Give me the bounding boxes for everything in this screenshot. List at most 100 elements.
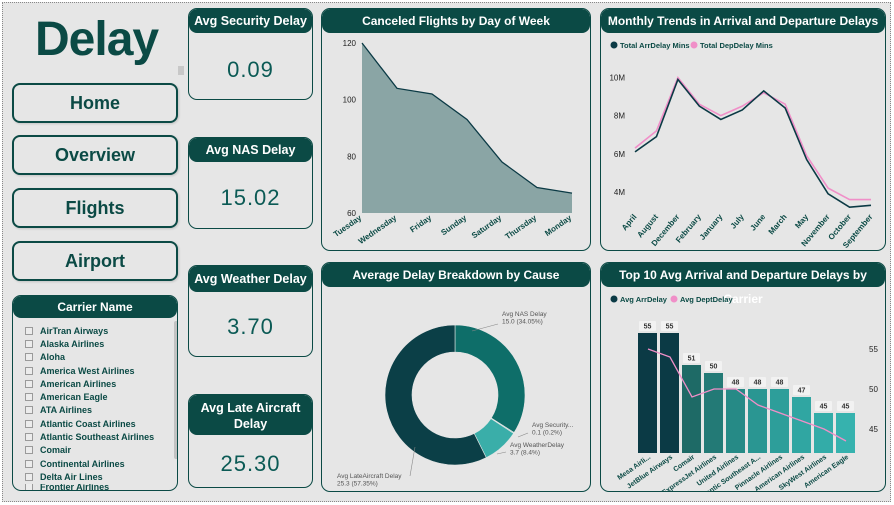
- checkbox[interactable]: [25, 433, 33, 442]
- slicer-item[interactable]: Aloha: [25, 351, 175, 364]
- kpi-late-aircraft-label: Avg Late Aircraft Delay: [189, 395, 312, 435]
- y-tick-label: 120: [343, 39, 357, 48]
- checkbox[interactable]: [25, 472, 33, 481]
- bar: [682, 365, 701, 453]
- checkbox[interactable]: [25, 379, 33, 388]
- legend-label: Total ArrDelay Mins: [620, 41, 690, 50]
- dep-delay-line: [634, 75, 871, 201]
- data-label-bg: [815, 401, 832, 411]
- slicer-item[interactable]: Delta Air Lines: [25, 470, 175, 483]
- y2-tick-label: 50: [869, 385, 878, 394]
- kpi-late-aircraft-value: 25.30: [220, 451, 281, 476]
- bar: [638, 333, 657, 453]
- legend-marker: [610, 295, 618, 303]
- checkbox[interactable]: [25, 419, 33, 428]
- slice-value: 15.0 (34.05%): [502, 319, 543, 326]
- top10-carriers-card: Top 10 Avg Arrival and Departure Delays …: [600, 262, 886, 492]
- slicer-item-label: Comair: [40, 445, 72, 456]
- slice-value: 25.3 (57.35%): [337, 481, 378, 488]
- slicer-item-label: Alaska Airlines: [40, 338, 105, 349]
- nav-airport-button[interactable]: Airport: [12, 241, 178, 281]
- y-tick-label: 80: [347, 152, 356, 161]
- y2-tick-label: 55: [869, 345, 878, 354]
- data-label: 45: [820, 404, 828, 411]
- checkbox[interactable]: [25, 483, 33, 490]
- legend-marker: [690, 41, 698, 49]
- data-label: 48: [754, 380, 762, 387]
- x-tick-label: Thursday: [503, 213, 538, 241]
- kpi-security-card: Avg Security Delay 0.09: [188, 8, 313, 100]
- breakdown-title: Average Delay Breakdown by Cause: [322, 263, 590, 287]
- arr-delay-line: [634, 77, 872, 209]
- slicer-scrollbar[interactable]: [174, 321, 177, 459]
- slicer-item[interactable]: ATA Airlines: [25, 404, 175, 417]
- x-tick-label: Monday: [543, 213, 573, 238]
- legend-label: Total DepDelay Mins: [700, 41, 773, 50]
- checkbox[interactable]: [25, 459, 33, 468]
- data-label: 48: [776, 380, 784, 387]
- checkbox[interactable]: [25, 339, 33, 348]
- x-tick-label: Wednesday: [357, 213, 399, 246]
- bar: [748, 389, 767, 453]
- data-label: 55: [666, 324, 674, 331]
- slicer-item-label: ATA Airlines: [40, 405, 93, 416]
- x-tick-label: Saturday: [470, 213, 504, 240]
- slicer-item[interactable]: AirTran Airways: [25, 324, 175, 337]
- data-label-bg: [837, 401, 854, 411]
- slicer-item[interactable]: American Airlines: [25, 377, 175, 390]
- checkbox[interactable]: [25, 393, 33, 402]
- slicer-item[interactable]: Comair: [25, 444, 175, 457]
- data-label-bg: [661, 321, 678, 331]
- donut-slice: [384, 324, 487, 466]
- slicer-item-label: Continental Airlines: [40, 458, 125, 469]
- checkbox[interactable]: [25, 406, 33, 415]
- slicer-item[interactable]: Continental Airlines: [25, 457, 175, 470]
- bar: [660, 333, 679, 453]
- slicer-item[interactable]: Alaska Airlines: [25, 337, 175, 350]
- y-tick-label: 8M: [614, 112, 625, 121]
- slice-label: Avg LateAircraft Delay: [337, 473, 402, 480]
- monthly-title: Monthly Trends in Arrival and Departure …: [601, 9, 885, 33]
- slicer-title: Carrier Name: [13, 296, 177, 318]
- nav-overview-button[interactable]: Overview: [12, 135, 178, 175]
- kpi-weather-card: Avg Weather Delay 3.70: [188, 265, 313, 357]
- nav-home-button[interactable]: Home: [12, 83, 178, 123]
- kpi-late-aircraft-card: Avg Late Aircraft Delay 25.30: [188, 394, 313, 488]
- slicer-item[interactable]: Frontier Airlines: [25, 483, 175, 491]
- bar: [770, 389, 789, 453]
- data-label: 45: [842, 404, 850, 411]
- top10-carriers-chart: Avg ArrDelay Avg DeptDelay 55 55 51 50 48 48 48 4…: [610, 295, 878, 491]
- data-label-bg: [793, 385, 810, 395]
- slicer-item-label: Atlantic Coast Airlines: [40, 418, 136, 429]
- data-label-bg: [771, 377, 788, 387]
- checkbox[interactable]: [25, 446, 33, 455]
- data-label: 55: [644, 324, 652, 331]
- y-tick-label: 6M: [614, 150, 625, 159]
- checkbox[interactable]: [25, 326, 33, 335]
- nav-flights-button[interactable]: Flights: [12, 188, 178, 228]
- data-label: 51: [688, 356, 696, 363]
- slicer-item[interactable]: American Eagle: [25, 390, 175, 403]
- bar: [704, 373, 723, 453]
- y-tick-label: 4M: [614, 188, 625, 197]
- leader-line: [409, 446, 416, 477]
- checkbox[interactable]: [25, 353, 33, 362]
- slicer-item-label: AirTran Airways: [40, 325, 109, 336]
- checkbox[interactable]: [25, 366, 33, 375]
- slicer-item-label: American Eagle: [40, 392, 108, 403]
- slicer-item-label: American Airlines: [40, 378, 117, 389]
- area-line: [361, 42, 573, 194]
- data-label: 50: [710, 364, 718, 371]
- y-tick-label: 100: [343, 96, 357, 105]
- slicer-item[interactable]: Atlantic Coast Airlines: [25, 417, 175, 430]
- slicer-item[interactable]: Atlantic Southeast Airlines: [25, 430, 175, 443]
- canceled-title: Canceled Flights by Day of Week: [322, 9, 590, 33]
- data-label-bg: [705, 361, 722, 371]
- slicer-item-label: Frontier Airlines: [40, 483, 110, 491]
- bar: [726, 389, 745, 453]
- slicer-item-label: Delta Air Lines: [40, 471, 103, 482]
- bar: [836, 413, 855, 453]
- slicer-item[interactable]: America West Airlines: [25, 364, 175, 377]
